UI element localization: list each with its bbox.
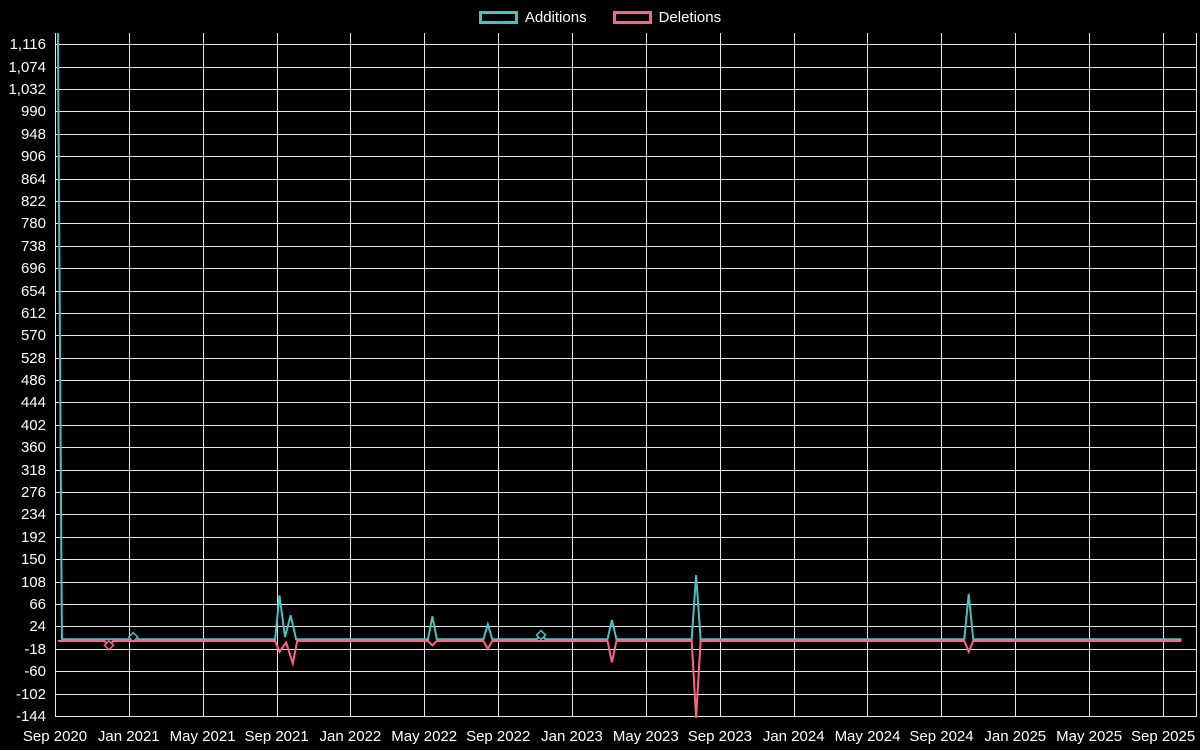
- svg-text:360: 360: [21, 439, 46, 456]
- svg-text:696: 696: [21, 260, 46, 277]
- svg-text:570: 570: [21, 327, 46, 344]
- x-axis-labels: Sep 2020 Jan 2021 May 2021 Sep 2021 Jan 2022…: [23, 728, 1195, 745]
- y-axis-labels: 1,116 1,074 1,032 990 948 906 864 822 780 738 696 6…: [8, 36, 46, 725]
- legend-item-deletions[interactable]: Deletions: [612, 8, 722, 26]
- chart-legend: Additions Deletions: [0, 6, 1200, 28]
- svg-text:654: 654: [21, 283, 46, 300]
- svg-text:-102: -102: [16, 686, 46, 703]
- svg-text:Sep 2023: Sep 2023: [688, 728, 752, 745]
- svg-text:822: 822: [21, 193, 46, 210]
- svg-text:108: 108: [21, 574, 46, 591]
- svg-text:612: 612: [21, 305, 46, 322]
- svg-text:-18: -18: [24, 641, 46, 658]
- svg-text:Jan 2025: Jan 2025: [984, 728, 1046, 745]
- svg-text:402: 402: [21, 417, 46, 434]
- svg-text:May 2023: May 2023: [613, 728, 679, 745]
- vertical-gridlines: [55, 33, 1197, 716]
- svg-text:1,032: 1,032: [8, 81, 46, 98]
- svg-text:780: 780: [21, 215, 46, 232]
- svg-text:May 2021: May 2021: [170, 728, 236, 745]
- legend-item-additions[interactable]: Additions: [478, 8, 587, 26]
- svg-text:1,074: 1,074: [8, 59, 46, 76]
- svg-text:Jan 2021: Jan 2021: [98, 728, 160, 745]
- svg-text:1,116: 1,116: [10, 36, 46, 53]
- svg-text:-144: -144: [16, 708, 46, 725]
- svg-text:May 2025: May 2025: [1056, 728, 1122, 745]
- deletions-line: [57, 640, 1182, 718]
- svg-text:276: 276: [21, 484, 46, 501]
- svg-text:May 2022: May 2022: [391, 728, 457, 745]
- svg-text:990: 990: [21, 103, 46, 120]
- additions-line: [56, 32, 1182, 641]
- svg-text:Sep 2025: Sep 2025: [1131, 728, 1195, 745]
- svg-text:-60: -60: [24, 663, 46, 680]
- svg-text:864: 864: [21, 171, 46, 188]
- svg-text:Jan 2022: Jan 2022: [320, 728, 382, 745]
- svg-text:66: 66: [29, 596, 46, 613]
- svg-text:Sep 2020: Sep 2020: [23, 728, 87, 745]
- legend-swatch-additions-icon: [478, 10, 518, 24]
- svg-text:Jan 2023: Jan 2023: [541, 728, 603, 745]
- svg-text:Sep 2024: Sep 2024: [909, 728, 973, 745]
- legend-swatch-deletions-icon: [612, 10, 652, 24]
- svg-text:528: 528: [21, 350, 46, 367]
- svg-text:948: 948: [21, 126, 46, 143]
- svg-text:738: 738: [21, 238, 46, 255]
- svg-text:318: 318: [21, 462, 46, 479]
- legend-label-deletions: Deletions: [658, 8, 722, 26]
- legend-label-additions: Additions: [524, 8, 587, 26]
- svg-text:906: 906: [21, 148, 46, 165]
- svg-text:486: 486: [21, 372, 46, 389]
- deletions-point-marker: [103, 639, 115, 651]
- svg-text:192: 192: [21, 529, 46, 546]
- svg-text:Sep 2022: Sep 2022: [466, 728, 530, 745]
- svg-text:24: 24: [29, 618, 46, 635]
- svg-text:Jan 2024: Jan 2024: [763, 728, 825, 745]
- horizontal-gridlines: [55, 44, 1197, 717]
- svg-text:234: 234: [21, 506, 46, 523]
- additions-point-marker: [535, 629, 547, 641]
- svg-text:May 2024: May 2024: [835, 728, 901, 745]
- svg-text:Sep 2021: Sep 2021: [244, 728, 308, 745]
- svg-text:444: 444: [21, 394, 46, 411]
- svg-text:150: 150: [21, 551, 46, 568]
